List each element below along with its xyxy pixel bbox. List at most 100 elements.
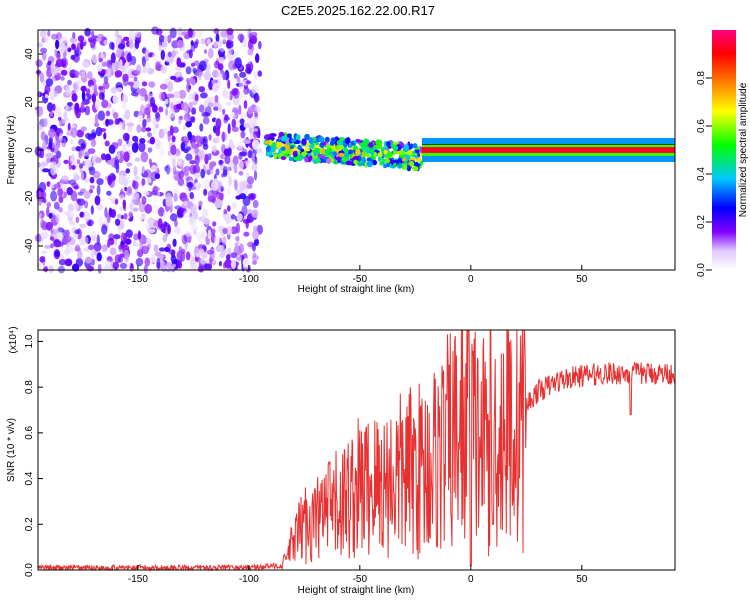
heatmap-cell (337, 144, 344, 150)
heatmap-cell (74, 232, 79, 239)
heatmap-cell (144, 93, 149, 102)
heatmap-cell (36, 262, 42, 269)
heatmap-cell (288, 145, 295, 150)
heatmap-cell (252, 225, 259, 232)
heatmap-cell (275, 141, 280, 149)
heatmap-cell (214, 136, 220, 144)
heatmap-cell (152, 185, 159, 196)
heatmap-cell (74, 229, 80, 235)
heatmap-cell (93, 242, 102, 252)
heatmap-cell (58, 241, 64, 247)
heatmap-cell (239, 181, 246, 191)
heatmap-cell (153, 244, 159, 253)
heatmap-cell (247, 176, 254, 185)
heatmap-cell (366, 157, 371, 162)
heatmap-cell (80, 171, 85, 181)
heatmap-cell (253, 170, 258, 181)
heatmap-cell (81, 61, 90, 68)
heatmap-cell (114, 30, 120, 38)
heatmap-cell (118, 244, 125, 250)
heatmap-cell (212, 83, 219, 93)
heatmap-cell (218, 49, 222, 57)
snr-y-ticks: 0.0 0.2 0.4 0.6 0.8 1.0 (24, 334, 43, 577)
heatmap-cell (173, 91, 180, 99)
heatmap-cell (214, 199, 223, 209)
heatmap-cell (94, 113, 99, 125)
heatmap-cell (121, 93, 128, 104)
heatmap-cell (107, 175, 113, 186)
heatmap-cell (115, 48, 122, 59)
heatmap-cell (185, 146, 192, 151)
heatmap-cell (381, 158, 385, 163)
heatmap-cell (162, 128, 168, 135)
heatmap-cell (101, 244, 108, 252)
heatmap-cell (361, 144, 367, 149)
heatmap-cell (212, 221, 217, 227)
y-tick-label: 0.4 (24, 471, 35, 485)
heatmap-cell (83, 191, 91, 199)
heatmap-cell (152, 104, 158, 113)
heatmap-cell (218, 159, 224, 165)
heatmap-cell (152, 125, 157, 136)
heatmap-cell (68, 245, 74, 253)
heatmap-cell (341, 157, 347, 163)
heatmap-cell (126, 52, 132, 63)
heatmap-cell (132, 180, 139, 190)
heatmap-cell (353, 159, 358, 165)
heatmap-cell (232, 201, 237, 209)
heatmap-cell (70, 54, 76, 61)
heatmap-cell (171, 49, 176, 58)
heatmap-cell (119, 206, 124, 212)
heatmap-cell (96, 178, 104, 186)
heatmap-cell (38, 212, 43, 219)
heatmap-cell (45, 221, 53, 231)
heatmap-y-label: Frequency (Hz) (6, 116, 17, 185)
heatmap-cell (321, 148, 326, 154)
x-tick-label: -150 (128, 574, 148, 585)
heatmap-cell (253, 71, 258, 80)
heatmap-cell (345, 160, 353, 166)
heatmap-cell (203, 217, 211, 227)
heatmap-cell (69, 155, 75, 166)
heatmap-cell (211, 259, 217, 266)
heatmap-cell (101, 99, 109, 109)
heatmap-cell (366, 160, 373, 168)
heatmap-cell (406, 164, 412, 172)
heatmap-cell (211, 79, 215, 85)
heatmap-cell (139, 215, 145, 220)
heatmap-cell (102, 81, 110, 90)
heatmap-cell (218, 57, 225, 65)
heatmap-cell (132, 69, 141, 75)
heatmap-cell (204, 153, 209, 165)
x-tick-label: -100 (239, 274, 259, 285)
heatmap-cell (218, 190, 224, 202)
heatmap-cell (134, 175, 140, 181)
x-tick-label: 0 (468, 574, 474, 585)
heatmap-cell (154, 251, 161, 257)
heatmap-cell (46, 181, 51, 187)
heatmap-cell (192, 100, 198, 106)
heatmap-cell (163, 35, 168, 43)
heatmap-cell (347, 149, 354, 155)
heatmap-cell (234, 57, 242, 69)
heatmap-cell (144, 203, 153, 214)
heatmap-cell (203, 71, 212, 81)
heatmap-cell (230, 112, 235, 117)
colorbar-tick-label: 0.6 (696, 119, 707, 133)
heatmap-cell (224, 259, 233, 269)
heatmap-cell (197, 265, 205, 273)
heatmap-cell (121, 103, 128, 110)
heatmap-cell (126, 186, 132, 194)
heatmap-cell (198, 86, 206, 93)
heatmap-cell (393, 162, 397, 167)
heatmap-cell (35, 70, 42, 75)
heatmap-cell (375, 139, 383, 146)
heatmap-cell (188, 93, 193, 101)
heatmap-cell (194, 135, 202, 142)
snr-y-label: SNR (10 * v/v) (6, 418, 17, 482)
colorbar-ticks: 0.0 0.2 0.4 0.6 0.8 (696, 71, 712, 277)
heatmap-cell (344, 137, 351, 144)
heatmap-cell (226, 168, 230, 179)
heatmap-cell (42, 197, 47, 204)
heatmap-cell (361, 156, 366, 163)
